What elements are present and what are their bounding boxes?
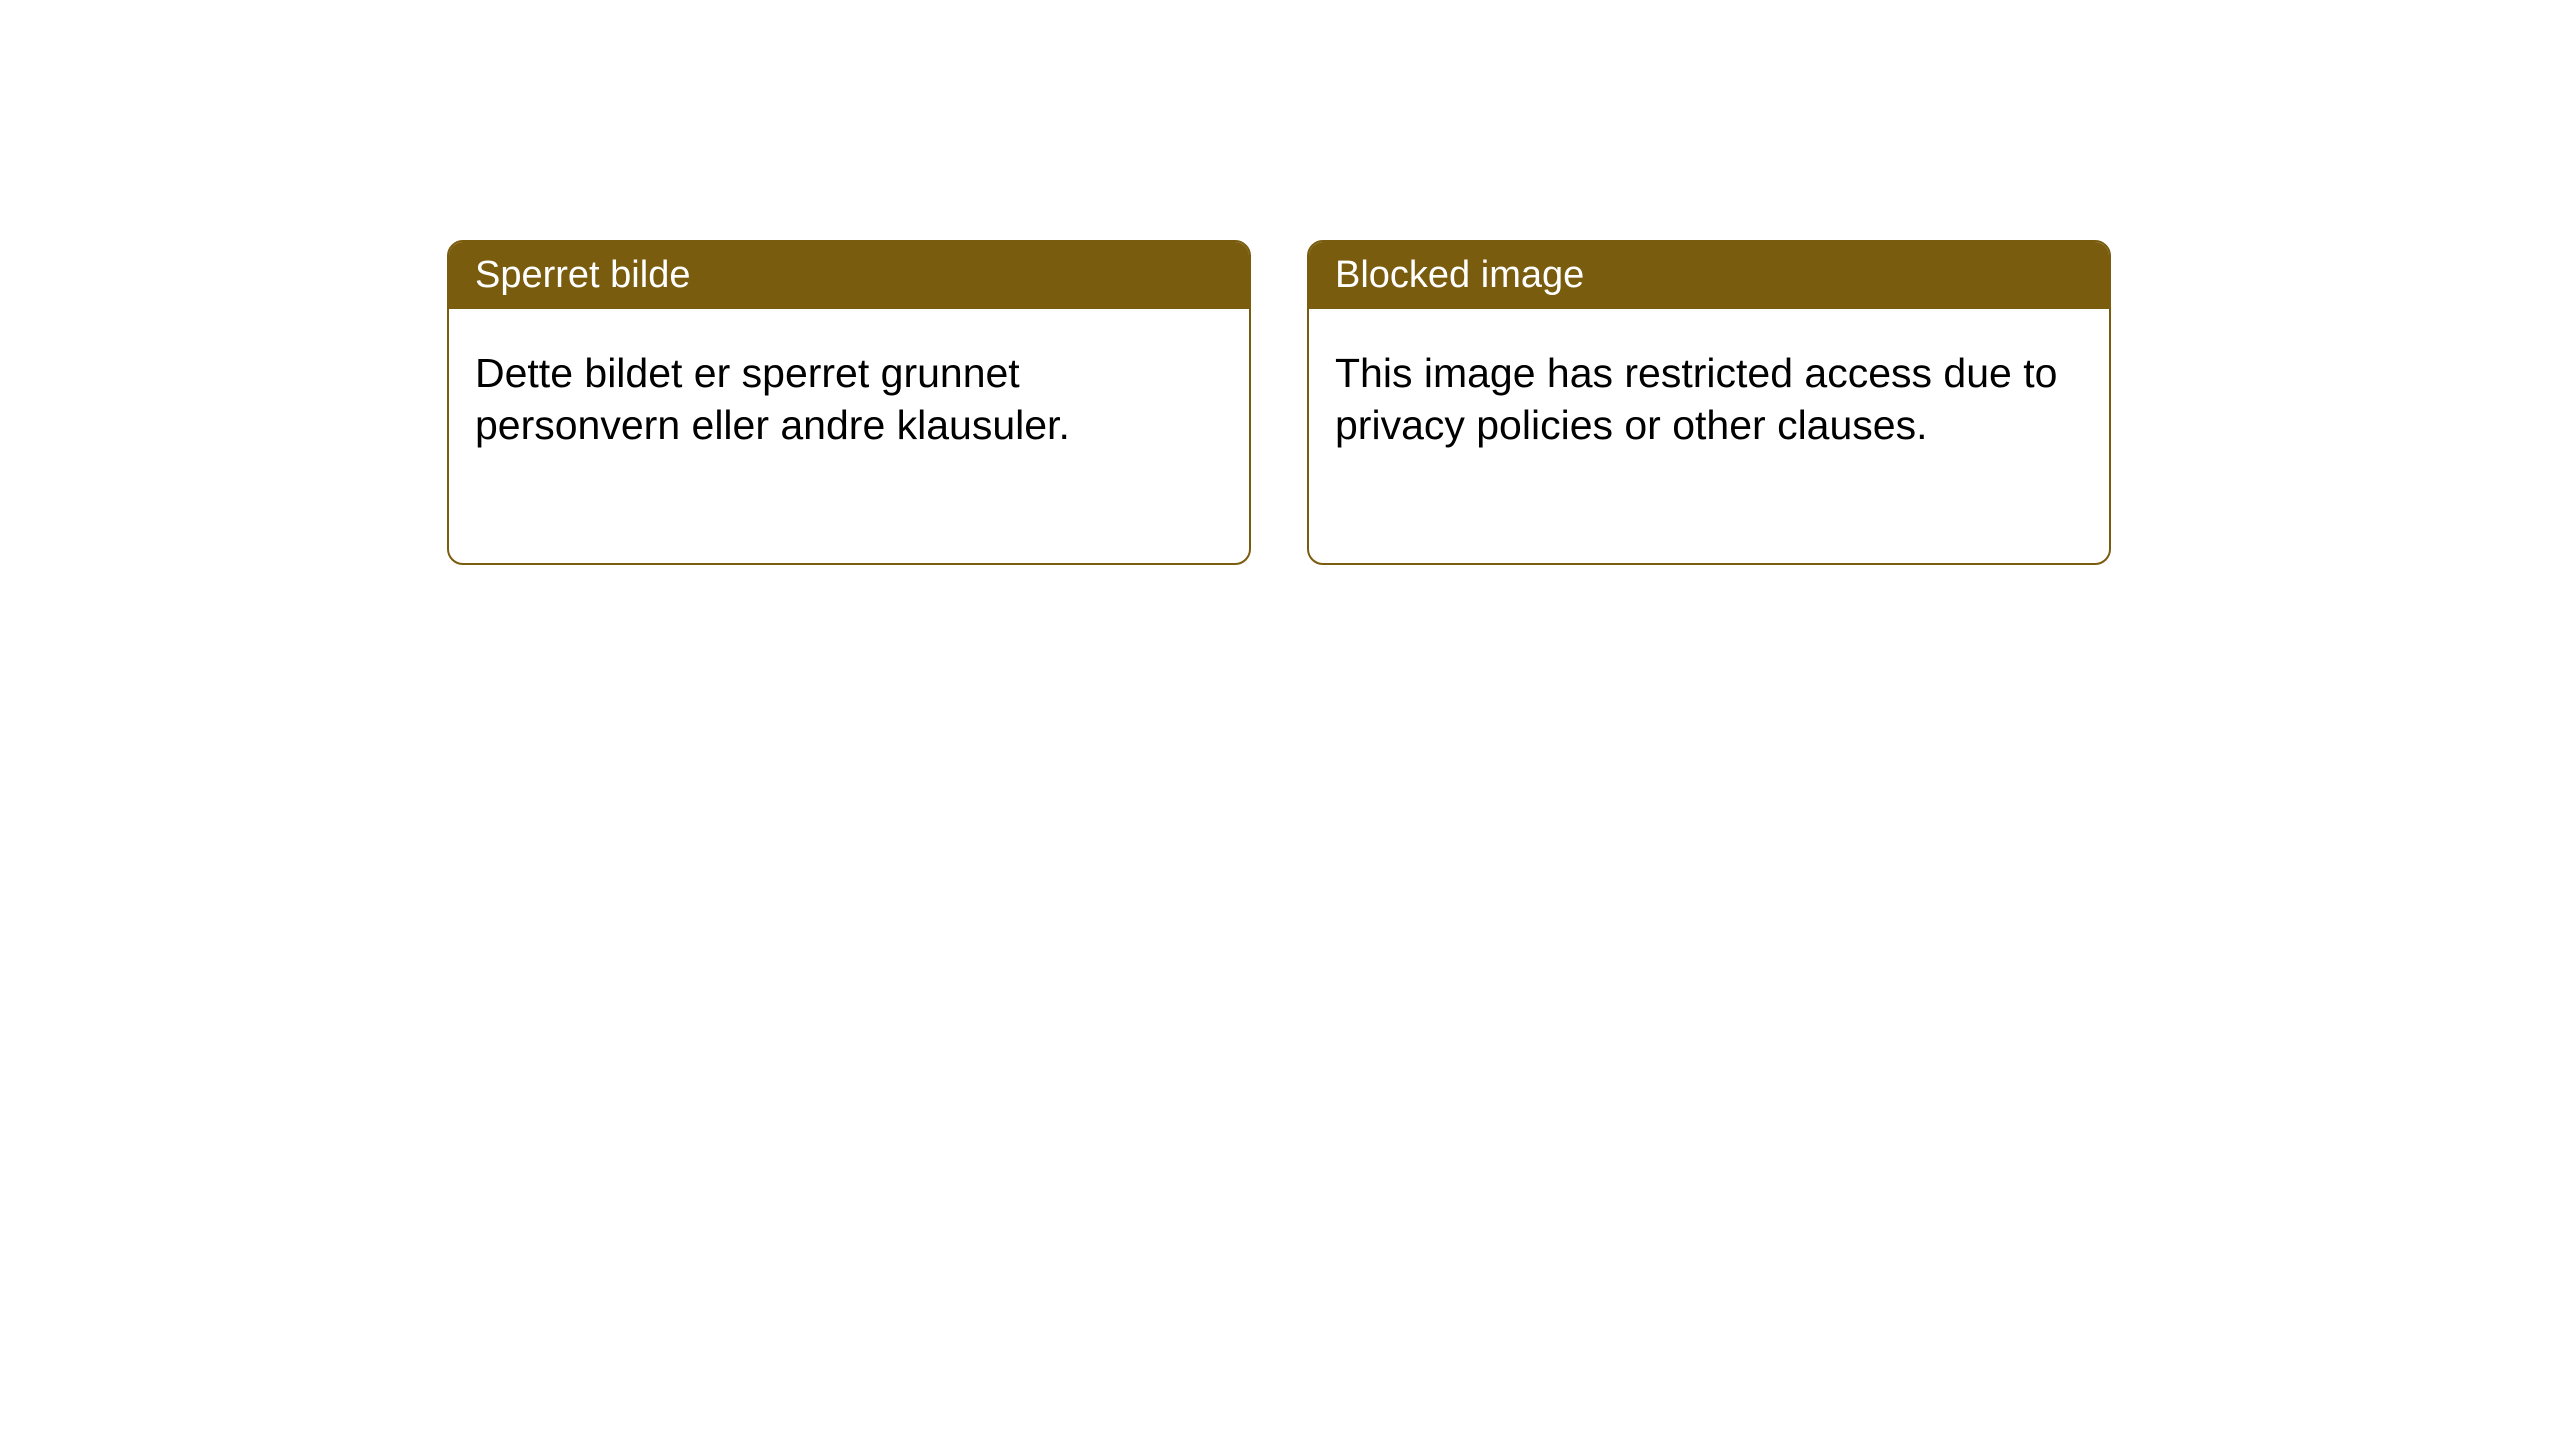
- notice-container: Sperret bilde Dette bildet er sperret gr…: [447, 240, 2111, 565]
- card-header-english: Blocked image: [1309, 242, 2109, 309]
- blocked-image-card-norwegian: Sperret bilde Dette bildet er sperret gr…: [447, 240, 1251, 565]
- card-header-norwegian: Sperret bilde: [449, 242, 1249, 309]
- card-body-english: This image has restricted access due to …: [1309, 309, 2109, 563]
- card-body-norwegian: Dette bildet er sperret grunnet personve…: [449, 309, 1249, 563]
- blocked-image-card-english: Blocked image This image has restricted …: [1307, 240, 2111, 565]
